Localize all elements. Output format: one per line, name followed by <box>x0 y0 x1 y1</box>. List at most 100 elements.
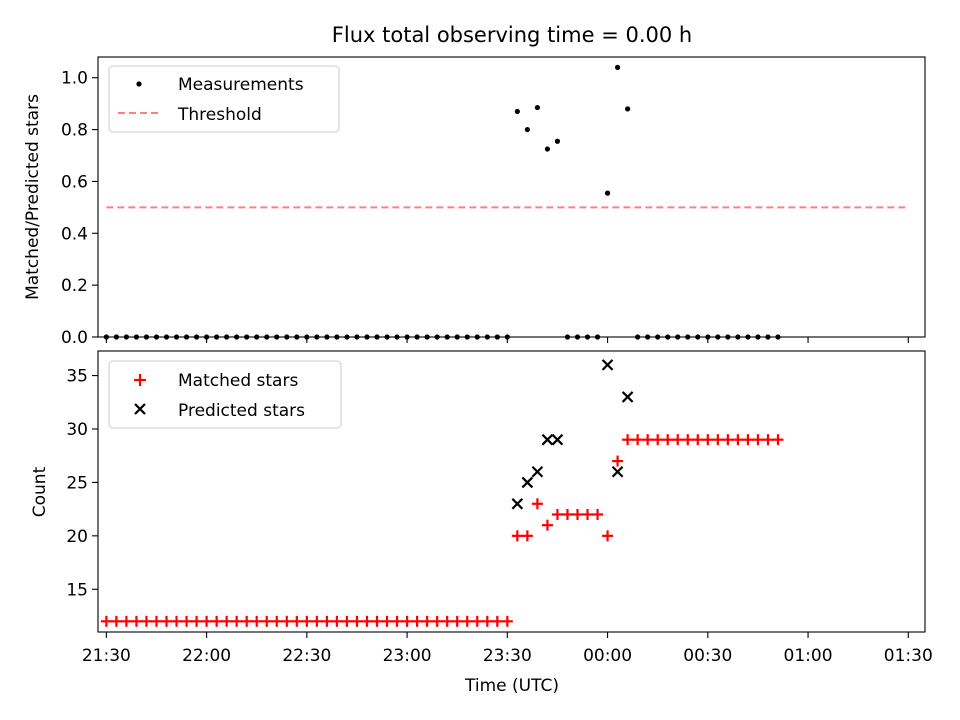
matched-star-point <box>130 615 142 627</box>
bottom-x-tick-label: 22:00 <box>182 646 231 666</box>
predicted-star-point <box>611 465 624 478</box>
bottom-x-ticks: 21:30 22:00 22:30 23:00 23:30 00:00 00:30 01:00… <box>82 632 933 666</box>
matched-star-point <box>612 455 624 467</box>
matched-star-point <box>772 434 784 446</box>
matched-star-point <box>582 508 594 520</box>
matched-star-point <box>211 615 223 627</box>
measurement-point <box>625 106 631 112</box>
legend-predicted-marker <box>134 403 146 415</box>
matched-star-point <box>602 530 614 542</box>
top-y-ticks: 0.0 0.2 0.4 0.6 0.8 1.0 <box>61 69 98 348</box>
matched-star-point <box>401 615 413 627</box>
matched-star-point <box>571 508 583 520</box>
legend-measurements-label: Measurements <box>178 75 304 95</box>
bottom-x-tick-label: 22:30 <box>282 646 331 666</box>
matched-star-point <box>271 615 283 627</box>
bottom-y-tick-label: 25 <box>66 473 88 493</box>
matched-star-point <box>160 615 172 627</box>
matched-star-point <box>732 434 744 446</box>
matched-star-point <box>451 615 463 627</box>
predicted-star-point <box>621 391 634 403</box>
matched-star-point <box>531 498 543 510</box>
legend-matched-marker <box>134 374 146 386</box>
matched-star-point <box>501 615 513 627</box>
predicted-star-point <box>601 359 614 371</box>
measurement-point <box>524 126 530 133</box>
matched-star-point <box>371 615 383 627</box>
bottom-legend: Matched stars Predicted stars <box>108 360 342 429</box>
legend-threshold-label: Threshold <box>177 105 262 125</box>
x-axis-label: Time (UTC) <box>464 676 559 696</box>
matched-star-point <box>391 615 403 627</box>
matched-star-point <box>171 615 183 627</box>
matched-star-point <box>411 615 423 627</box>
matched-star-point <box>592 508 604 520</box>
measurement-point <box>534 104 540 111</box>
bottom-marks <box>100 359 784 627</box>
matched-star-point <box>191 615 203 627</box>
matched-star-point <box>281 615 293 627</box>
top-plot-frame <box>97 56 926 338</box>
matched-star-point <box>702 434 714 446</box>
matched-star-point <box>471 615 483 627</box>
top-y-tick-label: 0.8 <box>61 121 88 141</box>
matched-star-point <box>261 615 273 627</box>
matched-star-point <box>561 508 573 520</box>
matched-star-point <box>521 530 533 542</box>
legend-predicted-label: Predicted stars <box>178 401 305 421</box>
matched-star-point <box>140 615 152 627</box>
matched-star-point <box>421 615 433 627</box>
matched-star-point <box>511 530 523 542</box>
predicted-star-point <box>521 476 534 489</box>
bottom-y-tick-label: 15 <box>66 580 88 600</box>
matched-star-point <box>642 434 654 446</box>
matched-star-point <box>331 615 343 627</box>
legend-matched-label: Matched stars <box>178 371 298 391</box>
matched-star-point <box>201 615 213 627</box>
matched-star-point <box>481 615 493 627</box>
bottom-legend-box <box>108 360 342 429</box>
bottom-panel: 15 20 25 30 35 21:30 22:00 22:30 23:00 23:30 00:0… <box>30 350 933 696</box>
matched-star-point <box>100 615 112 627</box>
matched-star-point <box>221 615 233 627</box>
matched-star-point <box>241 615 253 627</box>
matched-star-point <box>551 508 563 520</box>
matched-star-point <box>712 434 724 446</box>
top-y-tick-label: 0.6 <box>61 172 88 192</box>
matched-star-point <box>321 615 333 627</box>
matched-star-point <box>692 434 704 446</box>
matched-star-point <box>762 434 774 446</box>
matched-star-point <box>110 615 122 627</box>
matched-star-point <box>351 615 363 627</box>
top-y-tick-label: 1.0 <box>61 69 88 89</box>
matched-star-point <box>672 434 684 446</box>
bottom-x-tick-label: 23:00 <box>383 646 432 666</box>
matched-star-point <box>181 615 193 627</box>
matched-star-point <box>311 615 323 627</box>
matched-star-point <box>541 519 553 531</box>
measurement-point <box>514 108 520 115</box>
bottom-x-tick-label: 23:30 <box>483 646 532 666</box>
matched-star-point <box>491 615 503 627</box>
measurement-point <box>544 146 551 152</box>
matched-star-point <box>231 615 243 627</box>
bottom-x-tick-label: 01:00 <box>784 646 833 666</box>
matched-star-point <box>652 434 664 446</box>
bottom-y-tick-label: 20 <box>66 527 88 547</box>
top-y-tick-label: 0.2 <box>61 276 88 296</box>
matched-star-point <box>120 615 132 627</box>
top-panel: 0.0 0.2 0.4 0.6 0.8 1.0 Matched/Predicted sta… <box>23 56 926 348</box>
chart-title: Flux total observing time = 0.00 h <box>332 23 692 47</box>
bottom-x-tick-label: 21:30 <box>82 646 131 666</box>
top-legend: Measurements Threshold <box>108 65 340 133</box>
matched-star-point <box>662 434 674 446</box>
matched-star-point <box>441 615 453 627</box>
matched-star-point <box>461 615 473 627</box>
bottom-x-tick-label: 00:00 <box>583 646 632 666</box>
matched-star-point <box>291 615 303 627</box>
bottom-x-tick-label: 00:30 <box>683 646 732 666</box>
top-y-axis-label: Matched/Predicted stars <box>23 94 43 300</box>
matched-star-point <box>341 615 353 627</box>
matched-star-point <box>632 434 644 446</box>
top-y-tick-label: 0.0 <box>61 328 88 348</box>
